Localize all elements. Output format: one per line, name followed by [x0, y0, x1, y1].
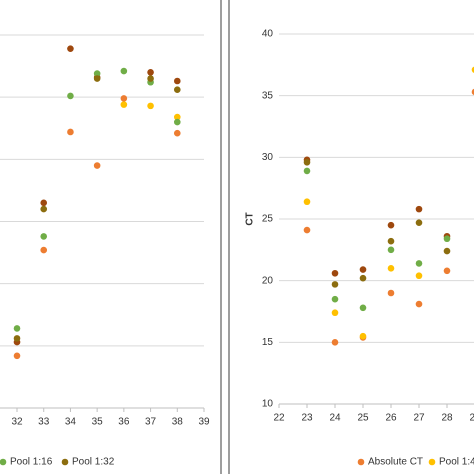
x-tick-label: 34: [65, 417, 77, 428]
data-point: [471, 66, 474, 73]
data-point: [443, 235, 451, 243]
data-point: [387, 237, 395, 245]
data-point: [93, 70, 101, 77]
legend-marker: [428, 458, 436, 466]
data-point: [13, 325, 21, 332]
x-tick-label: 22: [273, 413, 285, 424]
data-point: [147, 102, 154, 110]
data-point: [443, 267, 451, 275]
data-point: [120, 101, 128, 108]
x-tick-label: 33: [38, 417, 50, 428]
data-point: [93, 75, 101, 82]
legend-label: Pool 1:16: [10, 457, 53, 468]
x-tick-label: 26: [385, 413, 397, 424]
data-point: [303, 198, 311, 206]
data-point: [387, 221, 395, 229]
data-point: [359, 304, 367, 312]
y-tick-label: 30: [262, 152, 274, 163]
y-tick-label: 20: [262, 275, 274, 286]
x-tick-label: 24: [329, 413, 341, 424]
data-point: [173, 86, 181, 94]
data-point: [173, 113, 181, 121]
data-point: [415, 219, 423, 226]
data-point: [415, 272, 423, 280]
data-point: [387, 246, 395, 254]
data-point: [443, 247, 451, 255]
data-point: [359, 266, 367, 273]
data-point: [93, 162, 101, 169]
data-point: [359, 274, 367, 282]
data-point: [471, 88, 474, 96]
data-point: [40, 233, 48, 240]
data-point: [359, 332, 367, 340]
legend-marker: [61, 458, 69, 466]
data-point: [40, 205, 48, 213]
x-tick-label: 27: [413, 413, 425, 424]
data-point: [331, 295, 339, 303]
data-point: [147, 69, 154, 76]
data-point: [303, 226, 311, 234]
data-point: [415, 260, 423, 267]
data-point: [387, 265, 395, 272]
legend-label: Absolute CT: [368, 457, 423, 468]
x-tick-label: 25: [357, 413, 369, 424]
y-tick-label: 15: [262, 337, 274, 348]
data-point: [40, 199, 48, 207]
data-point: [303, 167, 311, 175]
legend-label: Pool 1:4: [439, 457, 474, 468]
x-tick-label: 29: [469, 413, 474, 424]
x-tick-label: 39: [198, 417, 210, 428]
data-point: [331, 309, 339, 317]
data-point: [331, 269, 339, 277]
legend-label: Pool 1:32: [72, 457, 115, 468]
x-tick-label: 28: [441, 413, 453, 424]
data-point: [147, 75, 154, 82]
data-point: [415, 300, 423, 308]
data-point: [331, 281, 339, 288]
data-point: [67, 92, 74, 100]
left-panel-frame: [220, 0, 222, 474]
y-axis-title: CT: [245, 212, 256, 225]
legend-marker: [0, 458, 7, 466]
chart-panel: 10 15 20 25 30 35 40 22 23 24 25 26 27 28 29 CT Absolute…: [245, 29, 474, 468]
data-point: [40, 246, 48, 254]
x-tick-label: 23: [301, 413, 313, 424]
y-tick-label: 25: [262, 214, 274, 225]
data-point: [173, 77, 181, 85]
x-tick-label: 38: [172, 417, 184, 428]
right-panel-frame: [228, 0, 230, 474]
x-tick-label: 37: [145, 417, 157, 428]
legend-marker: [357, 458, 365, 466]
y-tick-label: 35: [262, 90, 274, 101]
data-point: [120, 67, 128, 75]
chart-panel: 32 33 34 35 36 37 38 39 Pool 1:16 Pool 1:32: [0, 34, 210, 468]
y-tick-label: 40: [262, 29, 274, 40]
data-point: [13, 335, 21, 342]
data-point: [173, 118, 181, 126]
x-tick-label: 32: [11, 417, 23, 428]
data-point: [67, 128, 74, 136]
data-point: [331, 339, 339, 346]
x-tick-label: 35: [92, 417, 104, 428]
x-tick-label: 36: [118, 417, 130, 428]
data-point: [173, 129, 181, 137]
data-point: [415, 205, 423, 213]
data-point: [67, 45, 74, 52]
data-point: [13, 352, 21, 360]
data-point: [387, 289, 395, 297]
data-point: [303, 158, 311, 166]
y-tick-label: 10: [262, 399, 274, 410]
data-point: [120, 95, 128, 102]
